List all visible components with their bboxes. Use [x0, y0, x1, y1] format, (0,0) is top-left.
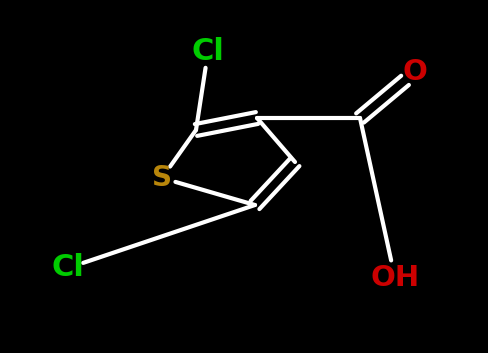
- Text: S: S: [152, 164, 172, 192]
- Text: Cl: Cl: [51, 253, 84, 282]
- Text: O: O: [402, 58, 427, 86]
- Text: Cl: Cl: [191, 37, 224, 66]
- Text: OH: OH: [370, 264, 419, 292]
